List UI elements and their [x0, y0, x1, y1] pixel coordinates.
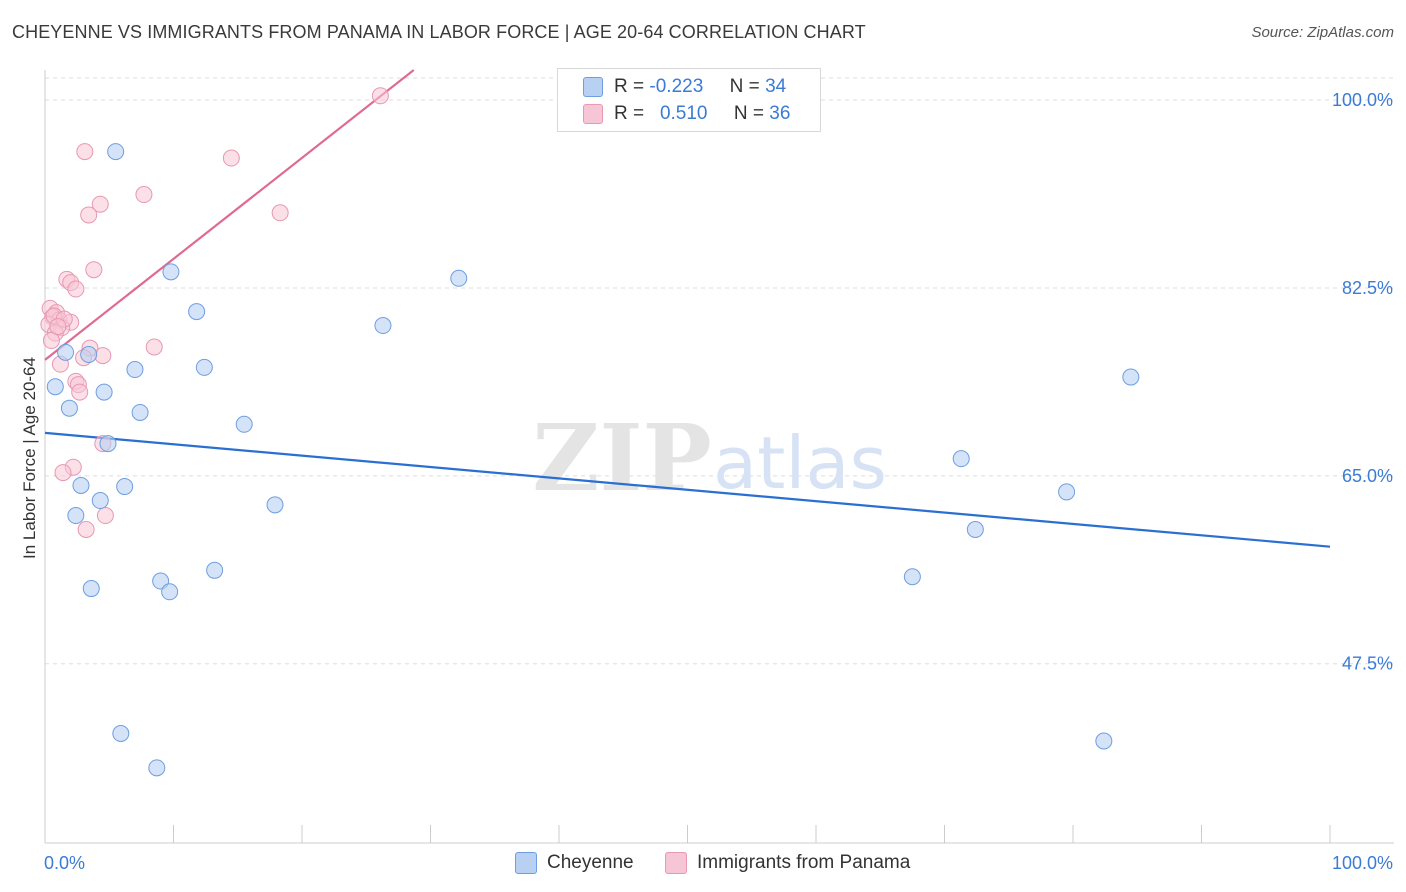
point-cheyenne-15 — [91, 492, 109, 510]
point-cheyenne-24 — [112, 724, 130, 742]
point-cheyenne-31 — [1095, 732, 1113, 750]
legend-n-label: N = — [729, 76, 760, 97]
chart-title: CHEYENNE VS IMMIGRANTS FROM PANAMA IN LA… — [12, 22, 866, 42]
point-panama-27 — [71, 383, 89, 401]
point-cheyenne-22 — [374, 317, 392, 335]
point-panama-32 — [77, 521, 95, 539]
grid-lines — [45, 77, 1394, 665]
point-cheyenne-21 — [161, 583, 179, 601]
watermark-atlas: atlas — [713, 421, 887, 505]
legend-r-value: -0.223 — [649, 76, 704, 97]
legend-n-value: 36 — [769, 103, 791, 124]
source-label[interactable]: Source: ZipAtlas.com — [1251, 24, 1394, 41]
watermark-zip: ZIP — [532, 404, 711, 512]
point-cheyenne-3 — [57, 343, 75, 361]
legend-n-label: N = — [733, 103, 765, 124]
point-cheyenne-28 — [1058, 483, 1076, 501]
point-cheyenne-1 — [162, 263, 180, 281]
point-cheyenne-29 — [966, 521, 984, 539]
points-immigrants-from-panama — [40, 87, 389, 539]
watermark: ZIP atlas — [532, 404, 887, 512]
point-cheyenne-2 — [188, 303, 206, 321]
axes — [44, 70, 1394, 844]
point-cheyenne-0 — [107, 143, 125, 161]
legend-swatch-cheyenne — [515, 852, 537, 874]
point-panama-30 — [54, 464, 72, 482]
legend-label-panama: Immigrants from Panama — [697, 852, 911, 873]
correlation-legend: R = -0.223 N = 34 R = 0.510 N = 36 — [557, 68, 821, 132]
point-cheyenne-16 — [67, 507, 85, 525]
point-panama-21 — [145, 338, 163, 356]
point-panama-7 — [85, 261, 103, 279]
point-panama-4 — [91, 195, 109, 213]
legend-r-value: 0.510 — [659, 103, 708, 124]
point-cheyenne-26 — [1122, 368, 1140, 386]
legend-swatch-panama — [665, 852, 687, 874]
legend-item-panama[interactable]: Immigrants from Panama — [665, 852, 910, 874]
point-cheyenne-27 — [952, 450, 970, 468]
legend-r-label: R = — [614, 76, 645, 97]
legend-swatch-blue — [583, 77, 603, 97]
trend-lines — [44, 69, 1331, 548]
legend-label-cheyenne: Cheyenne — [547, 852, 634, 873]
point-panama-2 — [222, 149, 240, 167]
trend-line-panama — [44, 69, 415, 361]
point-cheyenne-8 — [95, 383, 113, 401]
y-tick-label-0: 47.5% — [1342, 654, 1393, 674]
legend-r-label: R = — [614, 103, 645, 124]
y-tick-label-1: 65.0% — [1342, 466, 1393, 486]
point-cheyenne-23 — [450, 269, 468, 287]
point-panama-5 — [80, 206, 98, 224]
point-cheyenne-20 — [82, 580, 100, 598]
series-legend: Cheyenne Immigrants from Panama — [0, 852, 1406, 878]
point-cheyenne-9 — [60, 399, 78, 417]
point-cheyenne-14 — [116, 478, 134, 496]
point-panama-3 — [135, 186, 153, 204]
x-tick-label-max: 100.0% — [1332, 853, 1393, 873]
y-tick-labels: 47.5% 65.0% 82.5% 100.0% — [1332, 90, 1393, 674]
point-panama-23 — [94, 347, 112, 365]
y-axis-label: In Labor Force | Age 20-64 — [20, 357, 39, 559]
point-cheyenne-13 — [72, 476, 90, 494]
point-cheyenne-25 — [148, 759, 166, 777]
point-cheyenne-12 — [99, 435, 117, 453]
legend-item-cheyenne[interactable]: Cheyenne — [515, 852, 634, 874]
point-panama-35 — [49, 318, 67, 336]
point-panama-10 — [67, 280, 85, 298]
point-panama-6 — [271, 204, 289, 222]
x-tick-label-min: 0.0% — [44, 853, 85, 873]
point-panama-31 — [96, 507, 114, 525]
point-cheyenne-4 — [80, 346, 98, 364]
point-cheyenne-10 — [131, 403, 149, 421]
point-cheyenne-18 — [206, 561, 224, 579]
point-panama-0 — [371, 87, 389, 105]
point-cheyenne-6 — [195, 358, 213, 376]
trend-line-cheyenne — [44, 431, 1331, 548]
y-tick-label-3: 100.0% — [1332, 90, 1393, 110]
legend-swatch-pink — [583, 104, 603, 124]
points-cheyenne — [46, 143, 1140, 777]
point-cheyenne-5 — [126, 361, 144, 379]
point-panama-1 — [76, 143, 94, 161]
point-cheyenne-17 — [266, 496, 284, 514]
point-cheyenne-30 — [903, 568, 921, 586]
x-tick-labels: 0.0% 100.0% — [44, 853, 1393, 873]
y-tick-label-2: 82.5% — [1342, 278, 1393, 298]
point-cheyenne-7 — [46, 378, 64, 396]
legend-n-value: 34 — [765, 76, 787, 97]
point-panama-19 — [42, 332, 60, 350]
point-cheyenne-11 — [235, 415, 253, 433]
